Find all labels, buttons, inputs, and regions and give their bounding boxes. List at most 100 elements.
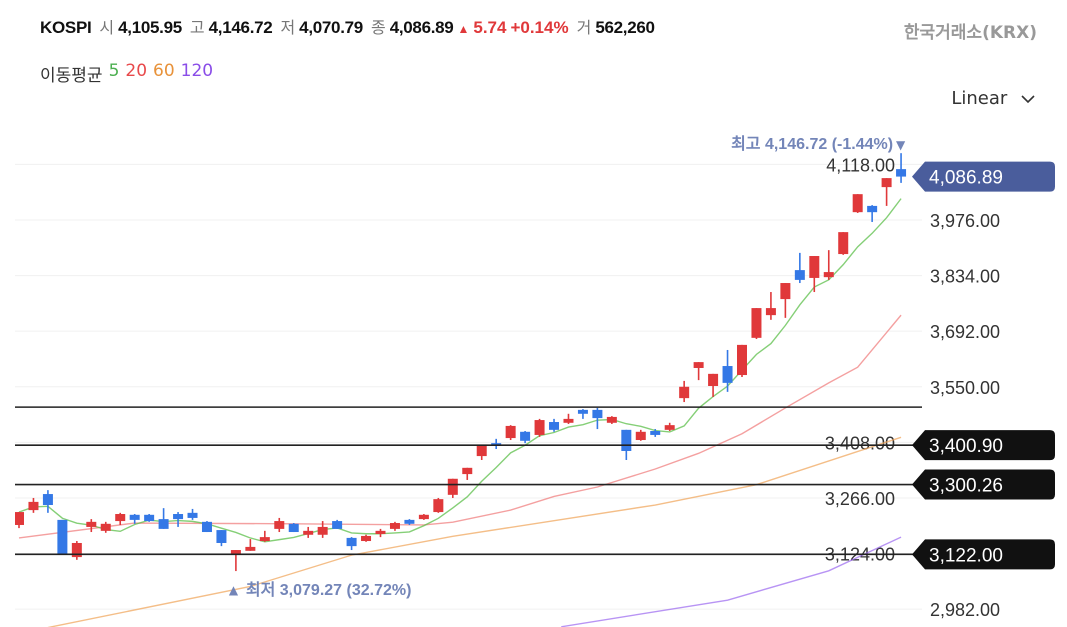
- candle[interactable]: [216, 530, 227, 547]
- candle[interactable]: [245, 539, 256, 551]
- ma-120[interactable]: 120: [180, 61, 214, 81]
- candle[interactable]: [375, 528, 386, 538]
- candle-body: [664, 425, 675, 430]
- candle[interactable]: [86, 519, 97, 533]
- candle[interactable]: [187, 508, 198, 520]
- candle-body: [28, 501, 39, 511]
- candle[interactable]: [28, 497, 39, 513]
- candle[interactable]: [433, 497, 444, 513]
- candle[interactable]: [274, 517, 285, 533]
- candle-body: [881, 178, 892, 188]
- candle-body: [679, 386, 690, 399]
- candle[interactable]: [823, 250, 834, 280]
- candle[interactable]: [737, 344, 747, 377]
- scale-value: Linear: [951, 88, 1008, 109]
- candle[interactable]: [549, 418, 560, 432]
- candle[interactable]: [867, 205, 878, 222]
- candle[interactable]: [303, 526, 314, 538]
- candle-body: [404, 519, 415, 524]
- candle[interactable]: [809, 256, 820, 293]
- candle[interactable]: [288, 523, 299, 533]
- y-tick-label: 3,976.00: [930, 211, 1000, 231]
- ma-20[interactable]: 20: [125, 61, 148, 81]
- candle-body: [433, 499, 444, 513]
- candle-body: [100, 523, 111, 531]
- candle[interactable]: [722, 349, 733, 392]
- candle[interactable]: [693, 362, 704, 381]
- candle[interactable]: [418, 514, 429, 520]
- current-price-tag-label: 4,086.89: [929, 168, 1003, 189]
- candle[interactable]: [173, 512, 184, 527]
- candle[interactable]: [158, 508, 169, 529]
- candle[interactable]: [765, 292, 776, 320]
- change-percent: +0.14%: [510, 18, 569, 37]
- candle[interactable]: [404, 519, 415, 525]
- candle-body: [534, 420, 545, 435]
- candle-body: [722, 366, 733, 383]
- candle[interactable]: [361, 534, 372, 542]
- candle[interactable]: [259, 530, 270, 542]
- candle[interactable]: [42, 490, 53, 513]
- y-tick-label: 3,834.00: [930, 267, 1000, 287]
- candle[interactable]: [317, 521, 328, 538]
- ma-5[interactable]: 5: [108, 61, 120, 81]
- candle[interactable]: [71, 541, 82, 560]
- symbol: KOSPI: [40, 18, 92, 37]
- candle-body: [274, 521, 285, 529]
- scale-selector[interactable]: Linear: [951, 88, 1035, 109]
- current-price-tag-bg: [912, 161, 1055, 192]
- candle[interactable]: [230, 550, 241, 572]
- candle[interactable]: [563, 413, 574, 424]
- volume-label: 거: [576, 18, 592, 37]
- candle-body: [780, 283, 791, 300]
- candle[interactable]: [346, 537, 357, 551]
- candle[interactable]: [201, 521, 212, 533]
- candle[interactable]: [838, 232, 849, 255]
- candle-body: [693, 362, 704, 368]
- candle[interactable]: [881, 178, 892, 206]
- candle[interactable]: [389, 521, 400, 531]
- candle[interactable]: [751, 308, 762, 340]
- candle-body: [606, 416, 617, 423]
- candle[interactable]: [476, 445, 487, 460]
- candle[interactable]: [534, 418, 545, 437]
- candle[interactable]: [635, 429, 646, 441]
- candle[interactable]: [505, 425, 516, 441]
- candle-body: [809, 256, 820, 278]
- y-tick-label: 3,408.00: [825, 433, 895, 453]
- candle[interactable]: [577, 409, 588, 419]
- candle[interactable]: [100, 521, 111, 533]
- candle[interactable]: [780, 283, 791, 318]
- candle-body: [245, 546, 256, 551]
- open-label: 시: [99, 18, 115, 37]
- candle[interactable]: [144, 514, 155, 522]
- candle[interactable]: [447, 478, 458, 498]
- candle[interactable]: [592, 407, 603, 430]
- candle[interactable]: [896, 153, 907, 183]
- candle-body: [158, 519, 169, 529]
- candle[interactable]: [129, 514, 140, 524]
- ma-60[interactable]: 60: [153, 61, 175, 81]
- candle[interactable]: [57, 519, 68, 554]
- low-value: 4,070.79: [299, 18, 363, 37]
- candle[interactable]: [664, 422, 675, 432]
- candle-body: [361, 535, 372, 542]
- candle[interactable]: [708, 373, 719, 397]
- candle[interactable]: [14, 512, 24, 529]
- candle-body: [346, 537, 357, 547]
- candle[interactable]: [491, 438, 502, 450]
- candle[interactable]: [606, 416, 617, 424]
- candle-body: [389, 523, 400, 529]
- candle[interactable]: [520, 431, 531, 444]
- candle[interactable]: [679, 380, 690, 403]
- candle[interactable]: [332, 519, 343, 529]
- horizontal-line-tag-label: 3,400.90: [929, 436, 1003, 457]
- candle-body: [173, 514, 184, 520]
- candle[interactable]: [852, 194, 863, 213]
- candle[interactable]: [115, 512, 126, 525]
- candle[interactable]: [462, 467, 473, 480]
- candle-body: [418, 514, 429, 520]
- candle[interactable]: [650, 429, 661, 437]
- candle[interactable]: [794, 252, 805, 284]
